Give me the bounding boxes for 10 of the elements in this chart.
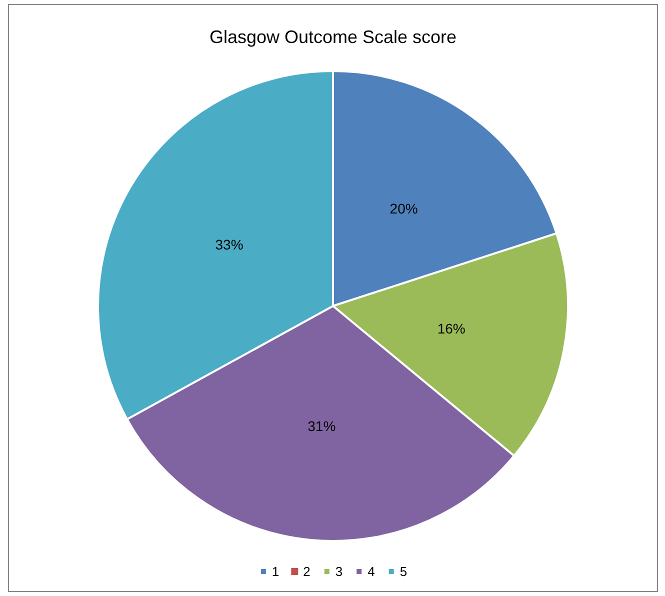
data-label: 20% <box>390 200 418 217</box>
chart-title: Glasgow Outcome Scale score <box>209 27 457 47</box>
legend-label: 4 <box>368 564 375 579</box>
legend-label: 5 <box>400 564 408 579</box>
data-label: 31% <box>308 418 336 434</box>
legend-label: 2 <box>303 564 310 579</box>
legend-label: 3 <box>335 564 343 579</box>
legend-label: 1 <box>272 564 280 579</box>
data-label: 33% <box>215 236 244 253</box>
data-label: 16% <box>437 320 466 337</box>
